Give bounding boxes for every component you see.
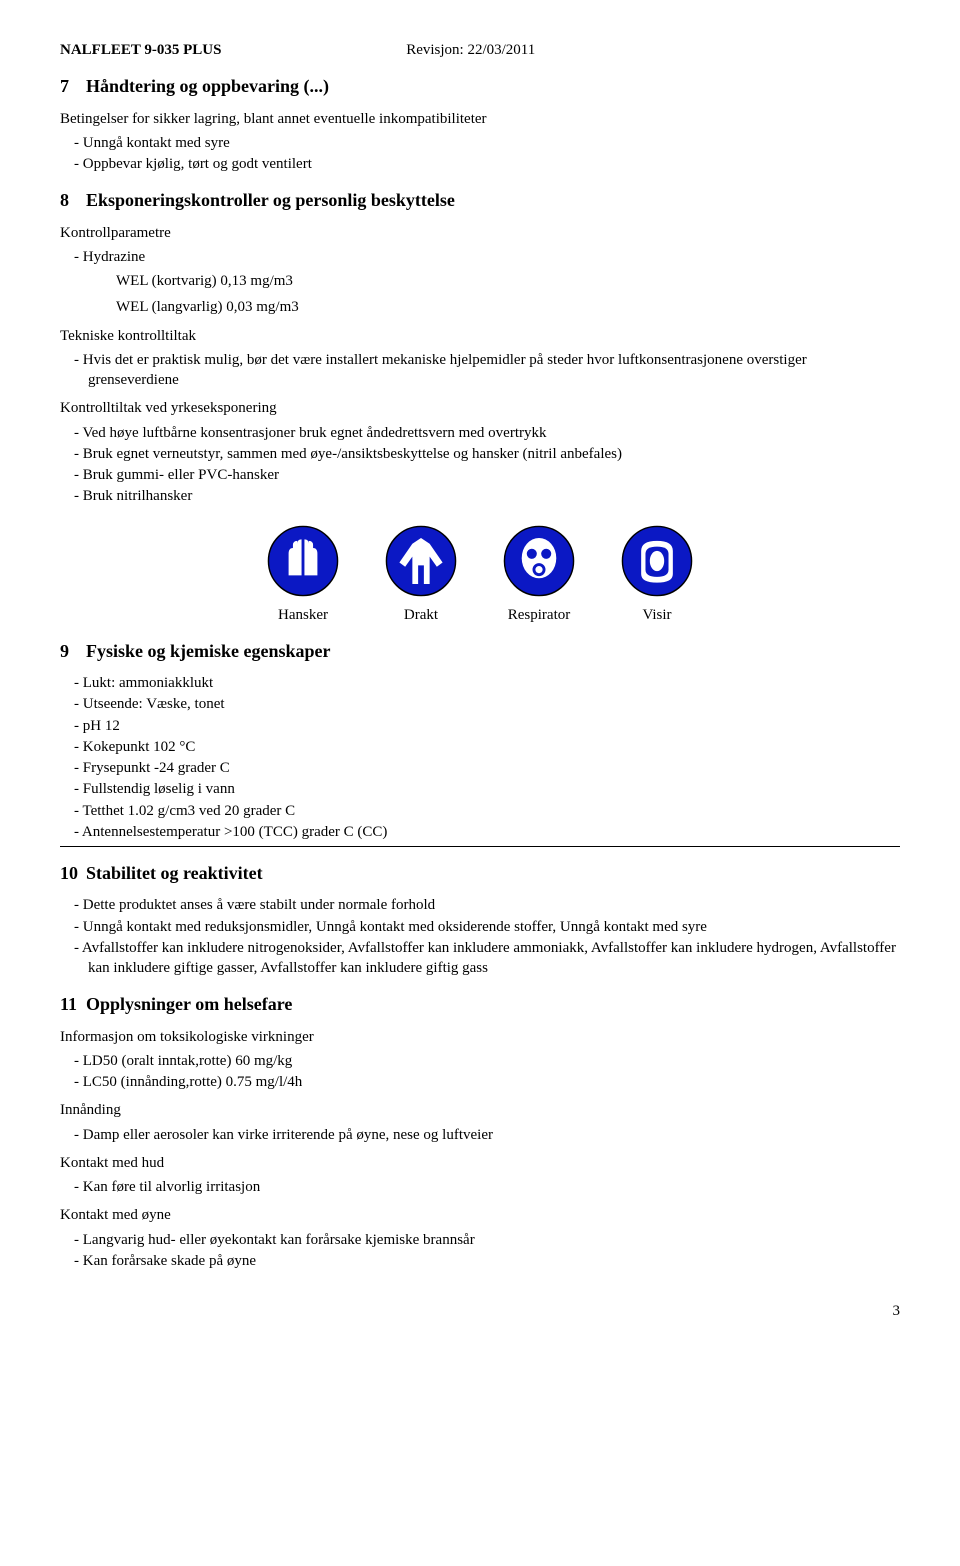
product-name: NALFLEET 9-035 PLUS <box>60 40 221 60</box>
tekniske-heading: Tekniske kontrolltiltak <box>60 326 900 346</box>
list-item: Bruk nitrilhansker <box>88 486 900 506</box>
gloves-label: Hansker <box>278 605 328 625</box>
list-item: Utseende: Væske, tonet <box>88 694 900 714</box>
list-item: LC50 (innånding,rotte) 0.75 mg/l/4h <box>88 1072 900 1092</box>
innanding-heading: Innånding <box>60 1100 900 1120</box>
section-10-title: 10Stabilitet og reaktivitet <box>60 861 900 885</box>
list-item: Ved høye luftbårne konsentrasjoner bruk … <box>88 423 900 443</box>
list-item: Frysepunkt -24 grader C <box>88 758 900 778</box>
gloves-icon <box>267 525 339 597</box>
list-item: Oppbevar kjølig, tørt og godt ventilert <box>88 154 900 174</box>
list-item: Kan føre til alvorlig irritasjon <box>88 1177 900 1197</box>
respirator-icon-cell: Respirator <box>494 525 584 625</box>
hud-heading: Kontakt med hud <box>60 1153 900 1173</box>
list-item: LD50 (oralt inntak,rotte) 60 mg/kg <box>88 1051 900 1071</box>
suit-icon-cell: Drakt <box>376 525 466 625</box>
section-divider <box>60 846 900 847</box>
section-11-title: 11Opplysninger om helsefare <box>60 992 900 1016</box>
respirator-icon <box>503 525 575 597</box>
list-item: Unngå kontakt med syre <box>88 133 900 153</box>
list-item: Kokepunkt 102 °C <box>88 737 900 757</box>
kontrollparam-heading: Kontrollparametre <box>60 223 900 243</box>
innanding-list: Damp eller aerosoler kan virke irriteren… <box>60 1125 900 1145</box>
section-7-list: Unngå kontakt med syre Oppbevar kjølig, … <box>60 133 900 175</box>
kontrolltiltak-heading: Kontrolltiltak ved yrkeseksponering <box>60 398 900 418</box>
section-10-list: Dette produktet anses å være stabilt und… <box>60 895 900 978</box>
list-item: Hydrazine <box>88 247 900 267</box>
list-item: Tetthet 1.02 g/cm3 ved 20 grader C <box>88 801 900 821</box>
list-item: Antennelsestemperatur >100 (TCC) grader … <box>88 822 900 842</box>
list-item: pH 12 <box>88 716 900 736</box>
toks-info-heading: Informasjon om toksikologiske virkninger <box>60 1027 900 1047</box>
hud-list: Kan føre til alvorlig irritasjon <box>60 1177 900 1197</box>
oyne-list: Langvarig hud- eller øyekontakt kan forå… <box>60 1230 900 1272</box>
visor-icon-cell: Visir <box>612 525 702 625</box>
oyne-heading: Kontakt med øyne <box>60 1205 900 1225</box>
section-8-title: 8Eksponeringskontroller og personlig bes… <box>60 188 900 212</box>
suit-label: Drakt <box>404 605 438 625</box>
ppe-icon-row: Hansker Drakt Respirator Visir <box>60 525 900 625</box>
document-header: NALFLEET 9-035 PLUS Revisjon: 22/03/2011 <box>60 40 900 60</box>
hydrazine-list: Hydrazine <box>60 247 900 267</box>
suit-icon <box>385 525 457 597</box>
list-item: Damp eller aerosoler kan virke irriteren… <box>88 1125 900 1145</box>
list-item: Langvarig hud- eller øyekontakt kan forå… <box>88 1230 900 1250</box>
list-item: Fullstendig løselig i vann <box>88 779 900 799</box>
kontrolltiltak-list: Ved høye luftbårne konsentrasjoner bruk … <box>60 423 900 507</box>
list-item: Avfallstoffer kan inkludere nitrogenoksi… <box>88 938 900 979</box>
respirator-label: Respirator <box>508 605 570 625</box>
gloves-icon-cell: Hansker <box>258 525 348 625</box>
section-9-title: 9Fysiske og kjemiske egenskaper <box>60 639 900 663</box>
toks-info-list: LD50 (oralt inntak,rotte) 60 mg/kg LC50 … <box>60 1051 900 1093</box>
list-item: Bruk egnet verneutstyr, sammen med øye-/… <box>88 444 900 464</box>
wel-short: WEL (kortvarig) 0,13 mg/m3 <box>60 271 900 291</box>
list-item: Dette produktet anses å være stabilt und… <box>88 895 900 915</box>
section-7-title: 7Håndtering og oppbevaring (...) <box>60 74 900 98</box>
list-item: Lukt: ammoniakklukt <box>88 673 900 693</box>
page-number: 3 <box>60 1301 900 1321</box>
visor-label: Visir <box>642 605 671 625</box>
list-item: Unngå kontakt med reduksjonsmidler, Unng… <box>88 917 900 937</box>
visor-icon <box>621 525 693 597</box>
list-item: Hvis det er praktisk mulig, bør det være… <box>88 350 900 391</box>
section-9-list: Lukt: ammoniakklukt Utseende: Væske, ton… <box>60 673 900 842</box>
section-7-subheading: Betingelser for sikker lagring, blant an… <box>60 109 900 129</box>
list-item: Kan forårsake skade på øyne <box>88 1251 900 1271</box>
wel-long: WEL (langvarlig) 0,03 mg/m3 <box>60 297 900 317</box>
tekniske-list: Hvis det er praktisk mulig, bør det være… <box>60 350 900 391</box>
list-item: Bruk gummi- eller PVC-hansker <box>88 465 900 485</box>
revision-date: Revisjon: 22/03/2011 <box>221 40 720 60</box>
